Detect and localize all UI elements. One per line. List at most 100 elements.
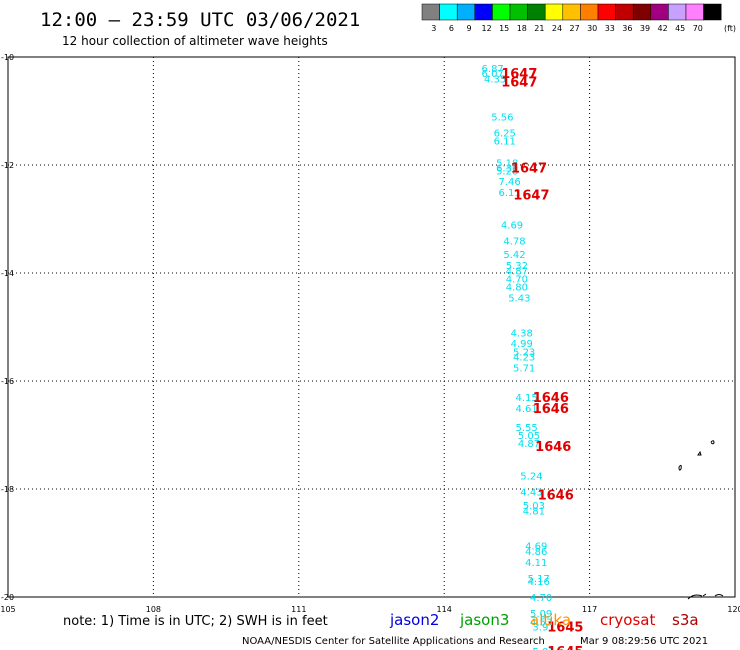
mission-legend-entry: jason3 bbox=[459, 611, 509, 629]
y-tick-label: -10 bbox=[1, 53, 14, 62]
colorbar-label: 33 bbox=[605, 24, 615, 33]
y-tick-label: -18 bbox=[1, 485, 14, 494]
wave-height-point: 4.15 bbox=[515, 393, 537, 404]
wave-height-point: 3.91 bbox=[532, 623, 554, 634]
wave-height-point: 6.87 bbox=[482, 64, 504, 75]
wave-height-point: 6.30 bbox=[496, 164, 518, 175]
wave-height-point: 7.46 bbox=[498, 177, 520, 188]
wave-height-point: 4.70 bbox=[506, 274, 528, 285]
island-shape bbox=[697, 450, 702, 456]
pass-time-label: 1645 bbox=[547, 645, 583, 650]
colorbar-label: 18 bbox=[517, 24, 527, 33]
island-shape bbox=[678, 464, 682, 471]
x-tick-label: 108 bbox=[146, 605, 161, 614]
pass-time-label: 1646 bbox=[538, 488, 574, 503]
y-tick-label: -20 bbox=[1, 593, 14, 602]
wave-height-point: 5.42 bbox=[503, 250, 525, 261]
colorbar-label: 70 bbox=[693, 24, 703, 33]
island-shape bbox=[710, 440, 715, 445]
colorbar-label: 39 bbox=[640, 24, 650, 33]
footer-timestamp: Mar 9 08:29:56 UTC 2021 bbox=[580, 636, 708, 647]
pass-time-label: 1647 bbox=[513, 189, 549, 204]
wave-height-point: 5.71 bbox=[513, 364, 535, 375]
colorbar-swatch bbox=[703, 3, 722, 21]
x-tick-label: 105 bbox=[0, 605, 15, 614]
colorbar-swatch bbox=[668, 3, 687, 21]
colorbar-label: 3 bbox=[431, 24, 436, 33]
wave-height-point: 4.11 bbox=[525, 558, 547, 569]
wave-height-labels: 6.876.074.355.566.256.115.186.305.287.46… bbox=[482, 64, 555, 650]
wave-height-point: 4.16 bbox=[528, 577, 550, 588]
wave-height-point: 5.17 bbox=[528, 574, 550, 585]
y-tick-label: -12 bbox=[1, 161, 14, 170]
mission-legend-entry: jason2 bbox=[389, 611, 439, 629]
colorbar-swatch bbox=[456, 3, 476, 21]
colorbar-label: 36 bbox=[622, 24, 632, 33]
wave-height-point: 4.38 bbox=[511, 328, 533, 339]
colorbar-swatch bbox=[632, 3, 652, 21]
plot-frame bbox=[7, 56, 736, 598]
colorbar-swatch bbox=[492, 3, 511, 21]
wave-height-point: 6.07 bbox=[482, 69, 504, 80]
mission-legend-entry: altika bbox=[530, 611, 571, 629]
wave-height-point: 4.69 bbox=[525, 542, 547, 553]
wave-height-point: 5.24 bbox=[520, 472, 542, 483]
colorbar-label: 12 bbox=[482, 24, 492, 33]
colorbar-label: 21 bbox=[534, 24, 544, 33]
pass-time-label: 1647 bbox=[501, 67, 537, 82]
chart-title: 12:00 – 23:59 UTC 03/06/2021 bbox=[40, 9, 360, 31]
x-tick-label: 114 bbox=[437, 605, 452, 614]
y-tick-label: -16 bbox=[1, 377, 14, 386]
wave-height-point: 4.53 bbox=[530, 617, 552, 628]
chart-subtitle: 12 hour collection of altimeter wave hei… bbox=[62, 34, 328, 48]
wave-height-point: 4.23 bbox=[513, 353, 535, 364]
pass-time-label: 1646 bbox=[533, 402, 569, 417]
wave-height-point: 4.87 bbox=[518, 439, 540, 450]
wave-height-point: 4.80 bbox=[506, 283, 528, 294]
x-tick-label: 117 bbox=[582, 605, 597, 614]
pass-time-label: 1645 bbox=[547, 621, 583, 636]
colorbar-label: 27 bbox=[570, 24, 580, 33]
wave-height-point: 4.99 bbox=[511, 339, 533, 350]
colorbar-swatch bbox=[421, 3, 440, 21]
wave-height-point: 5.01 bbox=[532, 647, 554, 650]
wave-height-point: 5.18 bbox=[496, 158, 518, 169]
colorbar-swatch bbox=[474, 3, 493, 21]
colorbar-legend: 3 6 9 12 15 18 21 24 27 30 33 36 39 42 45 70 (ft) bbox=[421, 3, 736, 33]
pass-time-label: 1646 bbox=[535, 440, 571, 455]
colorbar-label: 45 bbox=[675, 24, 685, 33]
wave-height-point: 4.87 bbox=[506, 266, 528, 277]
wave-height-point: 5.05 bbox=[518, 431, 540, 442]
pass-time-label: 1647 bbox=[501, 75, 537, 90]
pass-time-labels: 1647164716471647164616461646164616451645 bbox=[501, 67, 583, 650]
land-outline bbox=[678, 440, 724, 600]
wave-height-point: 5.56 bbox=[491, 112, 513, 123]
colorbar-label: 42 bbox=[658, 24, 668, 33]
wave-height-point: 4.78 bbox=[503, 237, 525, 248]
wave-height-point: 5.43 bbox=[508, 293, 530, 304]
wave-height-point: 5.28 bbox=[496, 166, 518, 177]
colorbar-swatch bbox=[597, 3, 616, 21]
wave-height-point: 5.32 bbox=[506, 261, 528, 272]
wave-height-point: 4.61 bbox=[515, 404, 537, 415]
pass-time-label: 1647 bbox=[511, 162, 547, 177]
colorbar-swatch bbox=[527, 3, 546, 21]
wave-height-point: 4.43 bbox=[520, 488, 542, 499]
x-tick-label: 111 bbox=[291, 605, 306, 614]
wave-height-point: 4.86 bbox=[525, 547, 547, 558]
wave-height-point: 4.69 bbox=[501, 220, 523, 231]
colorbar-swatch bbox=[544, 3, 564, 21]
grid-lines bbox=[8, 57, 735, 597]
colorbar-swatch bbox=[562, 3, 581, 21]
colorbar-swatch bbox=[650, 3, 669, 21]
y-tick-label: -14 bbox=[1, 269, 14, 278]
coast-shape bbox=[687, 593, 707, 600]
colorbar-label: 30 bbox=[587, 24, 597, 33]
wave-height-point: 5.09 bbox=[530, 609, 552, 620]
colorbar-swatch bbox=[509, 3, 528, 21]
wave-height-point: 5.03 bbox=[523, 501, 545, 512]
mission-legend-entry: s3a bbox=[672, 611, 699, 629]
pass-time-label: 1646 bbox=[533, 391, 569, 406]
colorbar-label: 9 bbox=[466, 24, 471, 33]
